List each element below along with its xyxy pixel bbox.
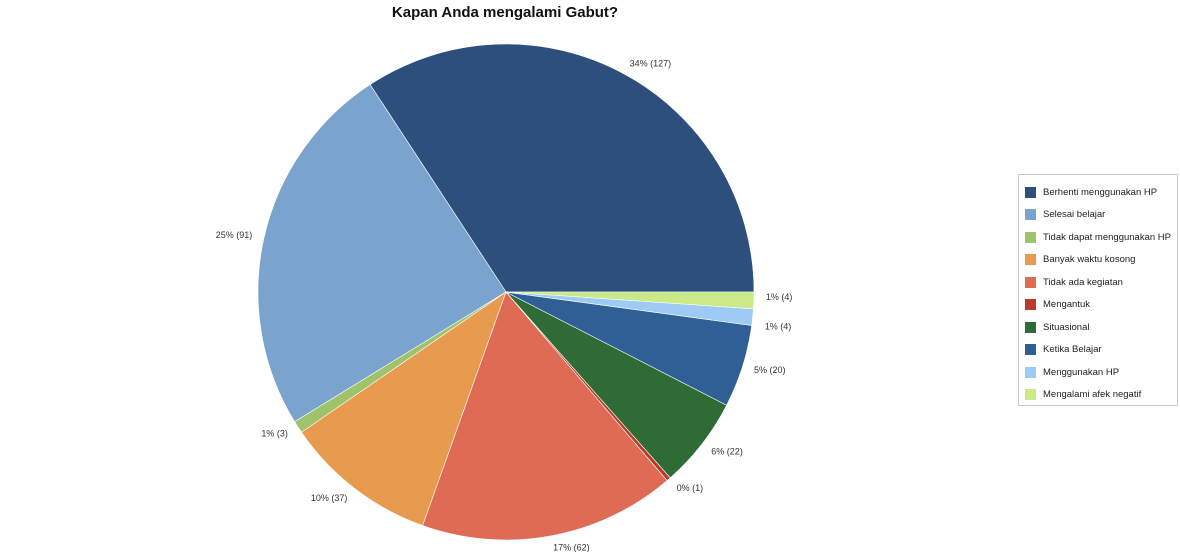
legend-item-2: Tidak dapat menggunakan HP — [1025, 226, 1177, 249]
pie-slice-0 — [369, 43, 755, 293]
slice-data-label-2: 1% (3) — [261, 429, 288, 439]
pie-slice-9 — [505, 291, 755, 310]
legend-swatch — [1025, 389, 1036, 401]
legend-label: Selesai belajar — [1043, 209, 1106, 221]
legend-label: Situasional — [1043, 321, 1090, 333]
legend-item-5: Mengantuk — [1025, 294, 1177, 317]
slice-data-label-5: 0% (1) — [677, 483, 704, 493]
legend-item-4: Tidak ada kegiatan — [1025, 271, 1177, 294]
slice-data-label-8: 1% (4) — [765, 321, 792, 331]
legend-item-7: Ketika Belajar — [1025, 339, 1177, 362]
legend-label: Berhenti menggunakan HP — [1043, 186, 1158, 198]
legend-item-3: Banyak waktu kosong — [1025, 249, 1177, 272]
pie-slice-1 — [257, 84, 507, 423]
pie-slice-4 — [422, 291, 668, 541]
legend-swatch — [1025, 186, 1036, 198]
slice-data-label-3: 10% (37) — [311, 493, 348, 503]
legend-label: Ketika Belajar — [1043, 344, 1102, 356]
slice-data-label-9: 1% (4) — [766, 292, 793, 302]
legend-label: Mengantuk — [1043, 299, 1091, 311]
legend-label: Tidak dapat menggunakan HP — [1043, 231, 1171, 243]
chart-legend: Berhenti menggunakan HP Selesai belajar Ti… — [1018, 174, 1178, 406]
slice-data-label-7: 5% (20) — [754, 365, 786, 375]
legend-label: Menggunakan HP — [1043, 366, 1120, 378]
slice-data-label-0: 34% (127) — [630, 58, 672, 68]
legend-swatch — [1025, 254, 1036, 266]
legend-swatch — [1025, 366, 1036, 378]
legend-swatch — [1025, 231, 1036, 243]
slice-data-label-6: 6% (22) — [711, 447, 743, 457]
legend-item-8: Menggunakan HP — [1025, 361, 1177, 384]
legend-label: Mengalami afek negatif — [1043, 389, 1142, 401]
chart-title: Kapan Anda mengalami Gabut? — [391, 4, 619, 21]
pie-chart: 34% (127) 25% (91) 1% (3) 10% (37) 17% (62) 0… — [216, 43, 793, 552]
legend-item-9: Mengalami afek negatif — [1025, 384, 1177, 407]
legend-item-1: Selesai belajar — [1025, 204, 1177, 227]
legend-item-6: Situasional — [1025, 316, 1177, 339]
pie-slice-3 — [301, 291, 507, 526]
legend-swatch — [1025, 299, 1036, 311]
legend-item-0: Berhenti menggunakan HP — [1025, 181, 1177, 204]
legend-swatch — [1025, 344, 1036, 356]
slice-data-label-1: 25% (91) — [216, 230, 253, 240]
legend-swatch — [1025, 209, 1036, 221]
slice-data-label-4: 17% (62) — [553, 543, 590, 552]
legend-label: Tidak ada kegiatan — [1043, 276, 1123, 288]
legend-label: Banyak waktu kosong — [1043, 254, 1136, 266]
legend-swatch — [1025, 276, 1036, 288]
legend-swatch — [1025, 321, 1036, 333]
